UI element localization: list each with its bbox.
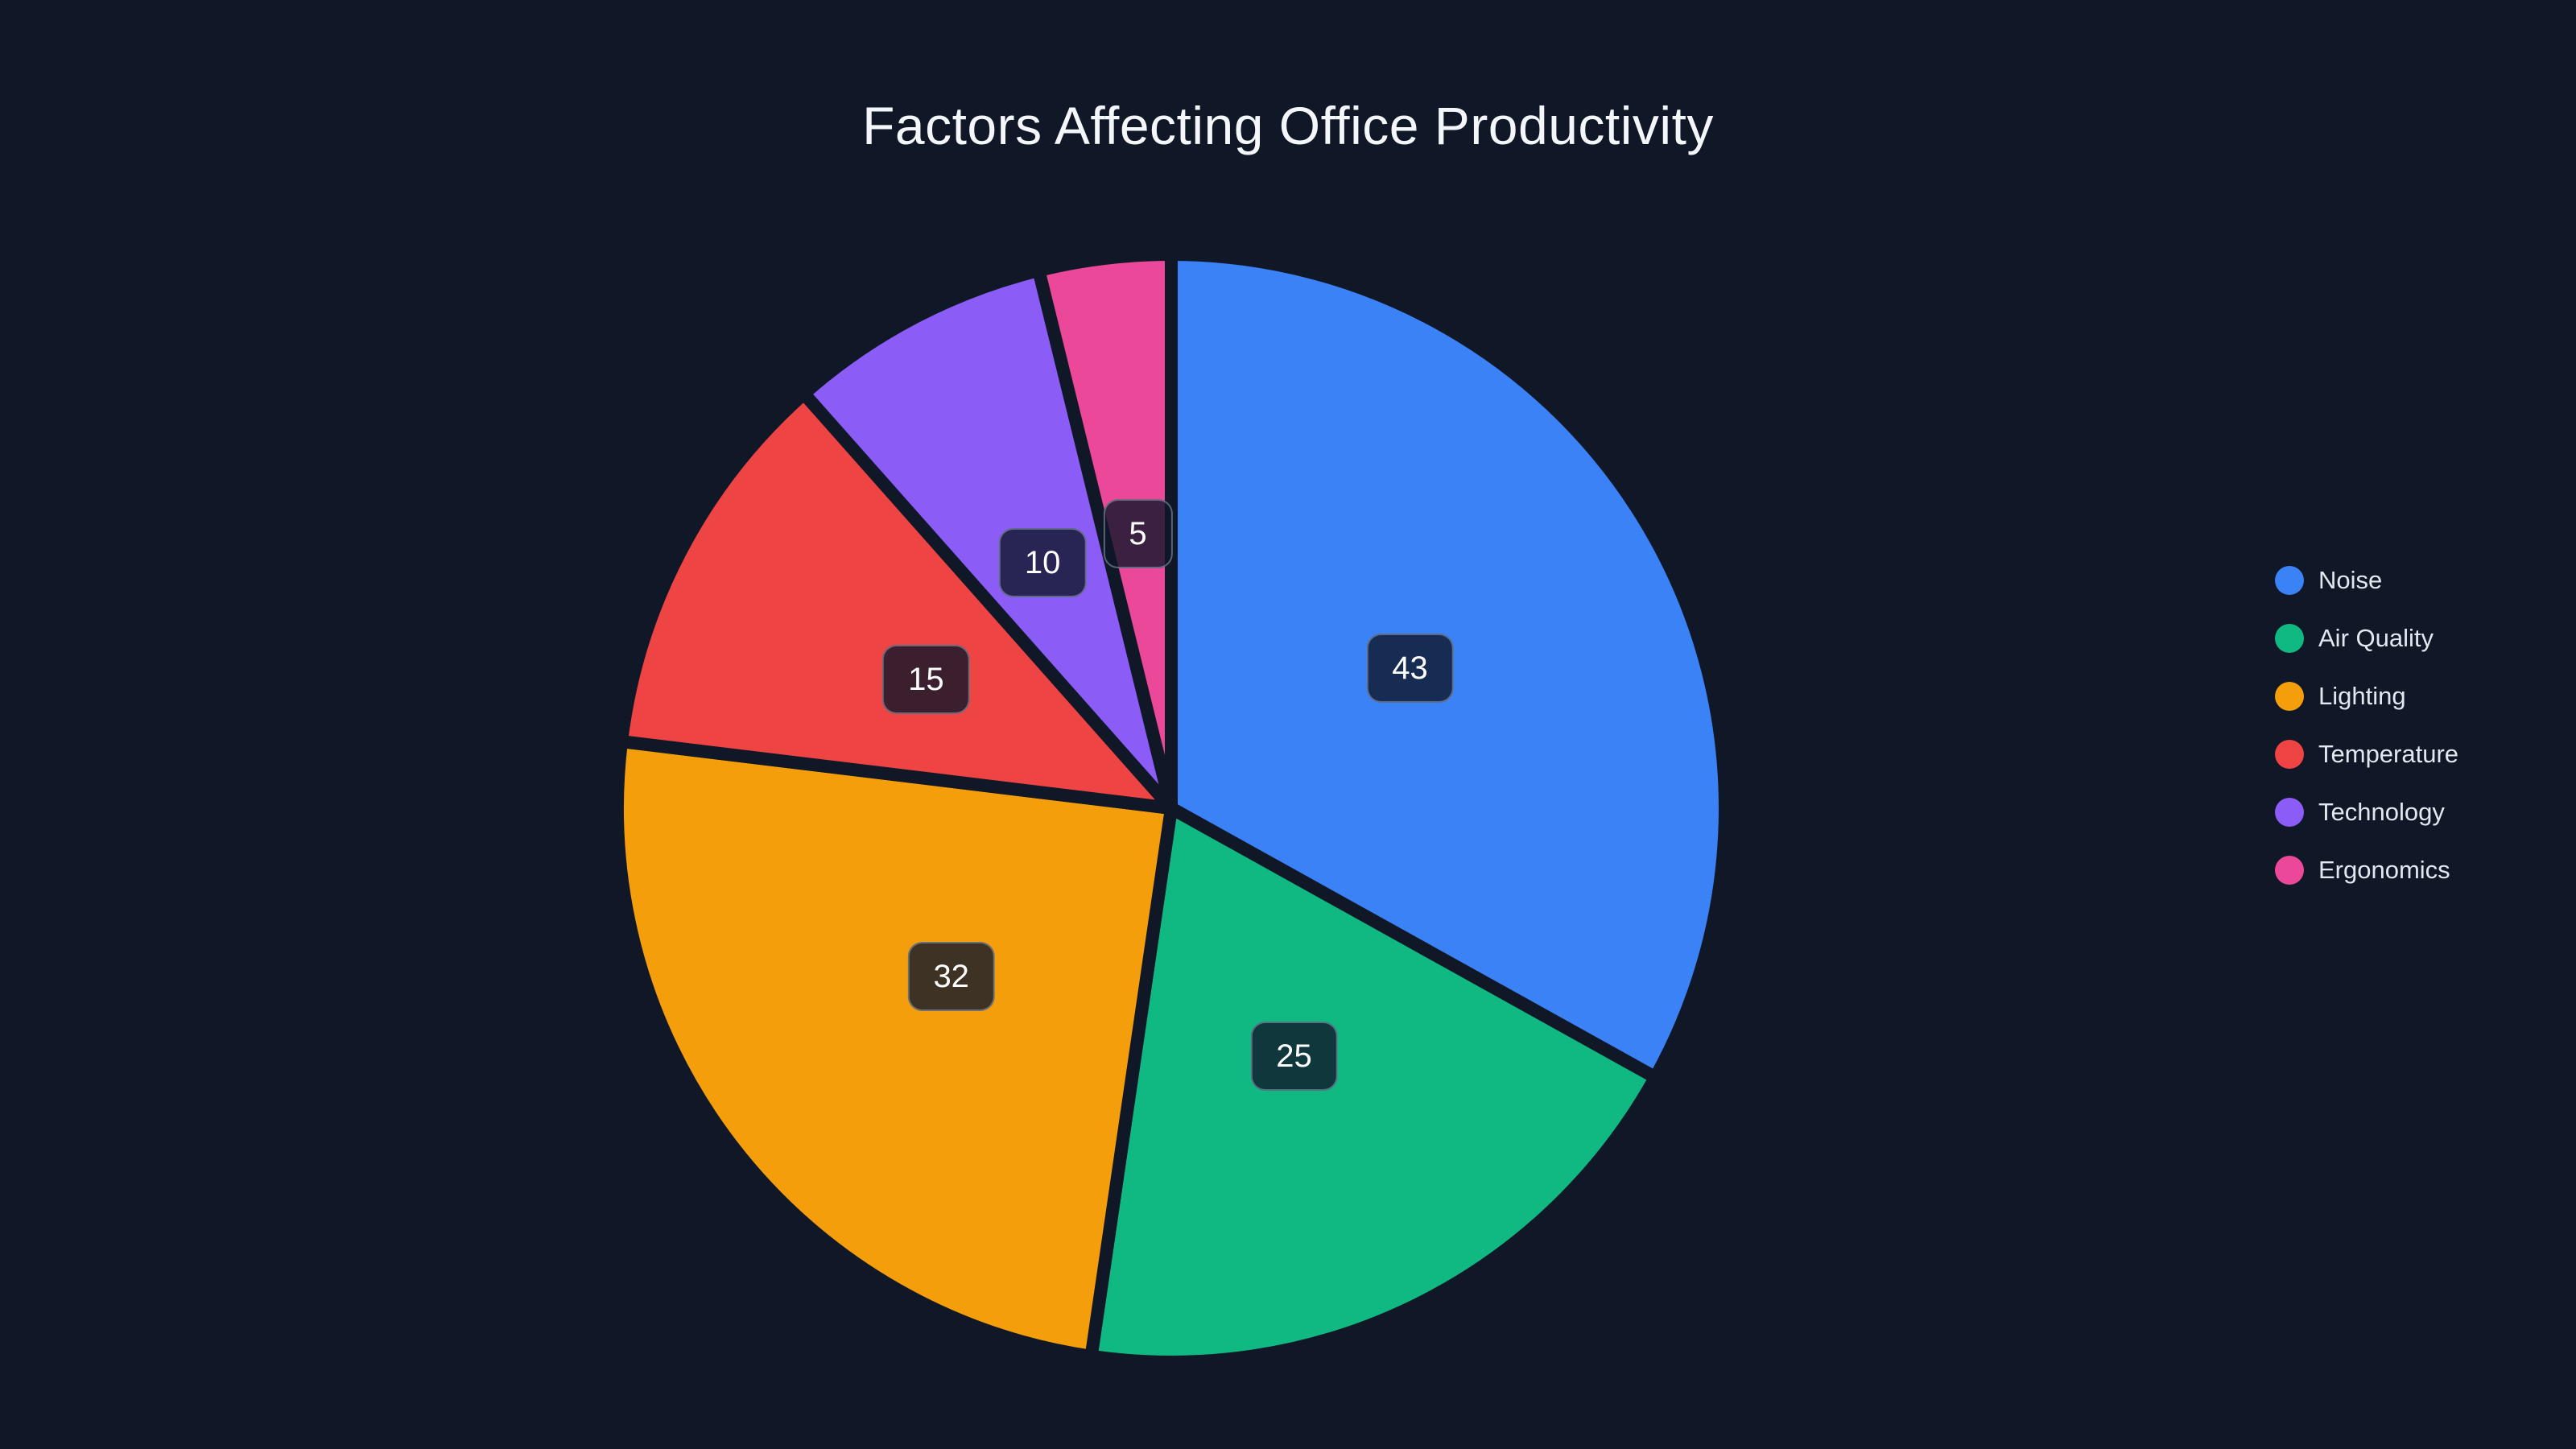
legend-label-air-quality: Air Quality xyxy=(2318,624,2434,652)
legend-label-lighting: Lighting xyxy=(2318,682,2406,710)
slice-value-label-air-quality: 25 xyxy=(1250,1022,1338,1092)
legend-item-air-quality[interactable]: Air Quality xyxy=(2275,609,2458,667)
legend-swatch-ergonomics xyxy=(2275,856,2304,885)
legend-swatch-noise xyxy=(2275,566,2304,595)
legend-item-noise[interactable]: Noise xyxy=(2275,551,2458,609)
legend-swatch-air-quality xyxy=(2275,624,2304,653)
legend: Noise Air Quality Lighting Temperature Techn… xyxy=(2275,551,2458,899)
pie-slice-technology[interactable] xyxy=(797,263,1178,815)
legend-label-noise: Noise xyxy=(2318,566,2383,594)
legend-swatch-temperature xyxy=(2275,740,2304,769)
legend-item-technology[interactable]: Technology xyxy=(2275,783,2458,841)
legend-swatch-lighting xyxy=(2275,682,2304,711)
legend-item-lighting[interactable]: Lighting xyxy=(2275,667,2458,725)
pie-slice-temperature[interactable] xyxy=(615,387,1178,815)
slice-value-label-technology: 10 xyxy=(998,528,1087,598)
legend-label-temperature: Temperature xyxy=(2318,740,2459,768)
slice-value-label-ergonomics: 5 xyxy=(1103,498,1173,568)
slice-value-label-temperature: 15 xyxy=(882,645,970,715)
chart-title: Factors Affecting Office Productivity xyxy=(862,96,1714,155)
legend-label-ergonomics: Ergonomics xyxy=(2318,856,2450,884)
pie-slice-air-quality[interactable] xyxy=(1084,802,1662,1368)
slice-value-label-lighting: 32 xyxy=(907,941,995,1011)
legend-label-technology: Technology xyxy=(2318,798,2445,826)
slice-value-label-noise: 43 xyxy=(1366,633,1454,703)
legend-item-ergonomics[interactable]: Ergonomics xyxy=(2275,841,2458,899)
pie-slice-lighting[interactable] xyxy=(611,735,1178,1363)
legend-item-temperature[interactable]: Temperature xyxy=(2275,725,2458,783)
legend-swatch-technology xyxy=(2275,798,2304,827)
